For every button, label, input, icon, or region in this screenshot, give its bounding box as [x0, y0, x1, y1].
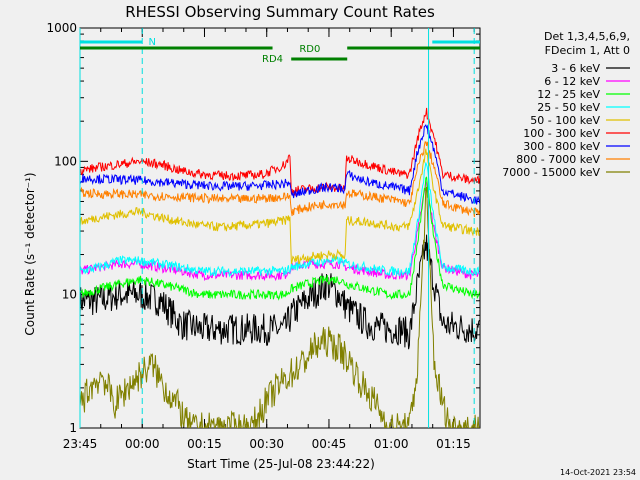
state-bars-layer: N RD0 RD4 — [79, 28, 480, 428]
legend-entry-label: 50 - 100 keV — [530, 114, 600, 127]
y-axis-ticks: 1 10 100 1000 — [46, 21, 480, 435]
legend-entry-label: 25 - 50 keV — [537, 101, 600, 114]
legend-entry-label: 6 - 12 keV — [544, 75, 600, 88]
legend-entry-label: 3 - 6 keV — [551, 62, 600, 75]
legend-entry-label: 12 - 25 keV — [537, 88, 600, 101]
x-tick-label: 01:00 — [374, 437, 409, 451]
legend: Det 1,3,4,5,6,9,FDecim 1, Att 0 3 - 6 keV… — [502, 30, 630, 179]
date-stamp: 14-Oct-2021 23:54 — [560, 468, 636, 477]
saa-label: N — [148, 37, 155, 48]
y-tick-label: 1000 — [46, 21, 77, 35]
legend-entry-label: 100 - 300 keV — [523, 127, 600, 140]
x-tick-label: 00:00 — [125, 437, 160, 451]
legend-entry-label: 300 - 800 keV — [523, 140, 600, 153]
series-line — [80, 107, 480, 197]
series-line — [80, 181, 480, 282]
x-tick-label: 00:45 — [312, 437, 347, 451]
legend-entry-label: 7000 - 15000 keV — [502, 166, 600, 179]
legend-header-line: FDecim 1, Att 0 — [545, 44, 630, 57]
series-line — [80, 176, 480, 301]
x-tick-label: 23:45 — [63, 437, 98, 451]
series-layer — [80, 107, 480, 428]
series-line — [80, 186, 480, 428]
x-tick-label: 01:15 — [436, 437, 471, 451]
series-line — [80, 124, 480, 205]
y-tick-label: 10 — [62, 288, 77, 302]
y-axis-label: Count Rate (s⁻¹ detector⁻¹) — [23, 172, 37, 335]
legend-entry-label: 800 - 7000 keV — [516, 153, 600, 166]
series-clip-group — [80, 107, 480, 428]
y-tick-label: 100 — [54, 154, 77, 168]
series-line — [80, 141, 480, 217]
y-tick-label: 1 — [69, 421, 77, 435]
rd4-label: RD4 — [262, 54, 283, 65]
series-line — [80, 162, 480, 278]
series-line — [80, 234, 480, 350]
series-line — [80, 148, 480, 265]
x-tick-label: 00:30 — [249, 437, 284, 451]
legend-header-line: Det 1,3,4,5,6,9, — [544, 30, 630, 43]
chart-title: RHESSI Observing Summary Count Rates — [125, 3, 435, 21]
x-axis-label: Start Time (25-Jul-08 23:44:22) — [187, 457, 375, 471]
rd0-label: RD0 — [299, 44, 320, 55]
x-tick-label: 00:15 — [187, 437, 222, 451]
